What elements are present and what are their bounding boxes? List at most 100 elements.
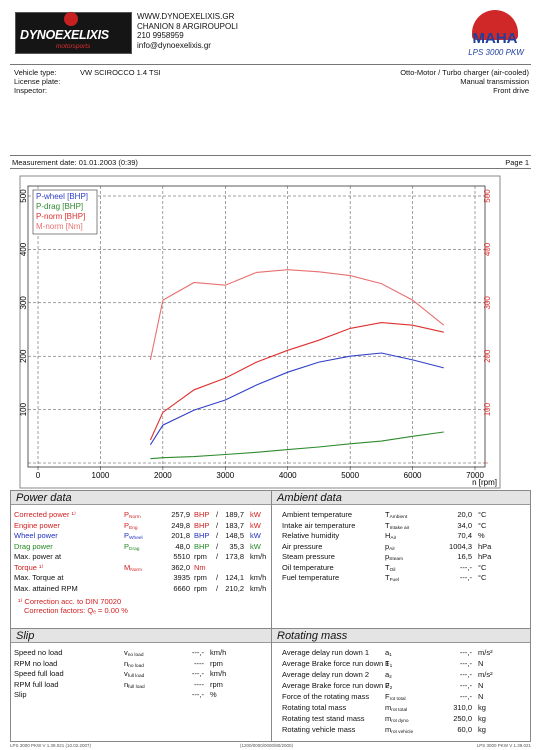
- symbol: a: [385, 648, 390, 657]
- row-symbol: PNorm: [124, 510, 141, 520]
- row-value: 3935: [173, 573, 190, 582]
- row-unit: hPa: [478, 552, 492, 561]
- y-tick-label: 400: [19, 242, 28, 256]
- note: ¹⁾ Correction acc. to DIN 70020: [18, 597, 122, 606]
- row-label: Engine power: [14, 520, 60, 530]
- row-unit: km/h: [250, 552, 267, 561]
- symbol: T: [385, 510, 390, 519]
- row-label: Average Brake force run down 1: [282, 659, 390, 668]
- series-line: [149, 352, 444, 446]
- symbol: F: [385, 692, 390, 701]
- row-symbol: TOil: [385, 563, 395, 573]
- address-line: info@dynoexelixis.gr: [137, 40, 211, 50]
- symbol-sub: Air: [389, 546, 396, 552]
- row-label: Speed no load: [14, 648, 63, 657]
- row-value: 362,0: [171, 562, 190, 572]
- row-symbol: pSteam: [385, 552, 403, 562]
- symbol-sub: 1: [389, 653, 392, 658]
- row-label: Air pressure: [282, 541, 323, 551]
- tables-frame: [10, 490, 531, 742]
- field-value: VW SCIROCCO 1.4 TSI: [80, 68, 161, 77]
- logo-text: DYNOEXELIXIS: [20, 28, 109, 42]
- section-title: Power data: [11, 491, 271, 505]
- x-tick-label: 2000: [154, 471, 172, 480]
- row-unit: kW: [250, 520, 261, 530]
- row-label: Rotating test stand mass: [282, 714, 365, 723]
- row-value: ---,-: [459, 562, 472, 572]
- symbol-sub: Wheel: [129, 536, 143, 541]
- address-line: 210 9958959: [137, 31, 184, 40]
- row-symbol: a1: [385, 648, 392, 658]
- row-value: 249,8: [171, 520, 190, 530]
- row-unit: %: [478, 531, 485, 540]
- row-label: Steam pressure: [282, 552, 335, 561]
- row-unit: km/h: [210, 648, 227, 657]
- page-number: Page 1: [505, 158, 529, 167]
- row-value: ---,-: [459, 659, 472, 668]
- series-line: [150, 431, 444, 460]
- row-value: ---,-: [191, 669, 204, 678]
- row-label: Average delay run down 1: [282, 648, 370, 657]
- row-unit: km/h: [210, 669, 227, 678]
- rule: [10, 155, 531, 156]
- y2-tick-label: 500: [483, 189, 492, 203]
- symbol: m: [385, 703, 392, 712]
- row-value: 257,9: [171, 510, 190, 519]
- x-tick-label: 1000: [92, 471, 110, 480]
- divider: [271, 490, 272, 742]
- row-label: Torque ¹⁾: [14, 562, 44, 572]
- footer-text: LPS 3000 PKW V 1.39.021 (10.02.2007): [10, 743, 92, 748]
- row-symbol: F1: [385, 659, 392, 669]
- row-unit: m/s²: [478, 670, 493, 679]
- row-unit: rpm: [194, 573, 207, 582]
- row-separator: /: [216, 552, 219, 561]
- symbol: n: [124, 658, 129, 668]
- row-value: ---,-: [459, 692, 472, 701]
- brand-emblem: [472, 10, 518, 40]
- brand-model: LPS 3000 PKW: [468, 48, 524, 57]
- row-unit: rpm: [194, 552, 207, 561]
- row-label: Slip: [14, 690, 27, 699]
- y2-tick-label: 300: [483, 296, 492, 310]
- y2-tick-label: 100: [483, 402, 492, 416]
- row-symbol: TAmbient: [385, 510, 407, 520]
- symbol-sub: Intake air: [389, 525, 410, 531]
- row-label: Average Brake force run down 2: [282, 681, 390, 690]
- series-line: [149, 269, 445, 361]
- row-symbol: HAir: [385, 531, 396, 541]
- row-symbol: PDrag: [124, 542, 139, 552]
- row-value: 250,0: [453, 714, 472, 723]
- row-value: ---,-: [459, 670, 472, 679]
- legend-entry: M-norm [Nm]: [36, 222, 83, 231]
- row-unit: rpm: [210, 679, 223, 689]
- row-value: 189,7: [225, 510, 244, 519]
- row-unit: Nm: [194, 562, 206, 572]
- rule: [10, 628, 531, 629]
- symbol-sub: rot dyno: [391, 719, 409, 724]
- symbol: p: [385, 552, 390, 561]
- symbol-sub: no load: [127, 653, 144, 658]
- symbol-sub: Norm: [129, 515, 141, 520]
- row-label: Max. Torque at: [14, 573, 64, 582]
- row-label: Rotating vehicle mass: [282, 725, 356, 734]
- y-tick-label: 200: [19, 349, 28, 363]
- row-unit: rpm: [210, 658, 223, 668]
- row-symbol: PWheel: [124, 531, 143, 541]
- row-value: 310,0: [453, 703, 472, 712]
- row-unit: N: [478, 681, 484, 690]
- row-unit: N: [478, 692, 484, 701]
- legend-entry: P-norm [BHP]: [36, 212, 85, 221]
- logo: DYNOEXELIXIS motorsports: [15, 12, 132, 54]
- symbol-sub: rot total: [389, 697, 406, 702]
- row-symbol: TIntake air: [385, 521, 409, 531]
- x-axis-label: n [rpm]: [472, 478, 497, 487]
- symbol-sub: Norm: [130, 567, 142, 573]
- row-separator: /: [216, 531, 219, 540]
- row-value: ---,-: [459, 573, 472, 582]
- x-tick-label: 7000: [466, 471, 484, 480]
- row-value: 34,0: [457, 520, 472, 530]
- plot-area: [27, 185, 486, 468]
- row-unit: BHP: [194, 531, 210, 540]
- row-unit: °C: [478, 573, 487, 582]
